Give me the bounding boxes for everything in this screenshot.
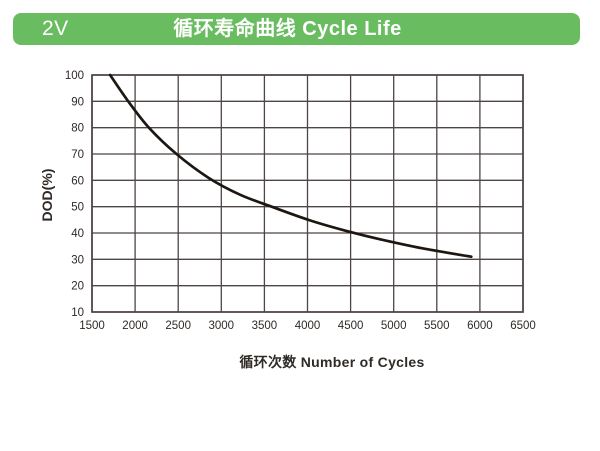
x-tick-label: 1500 [79, 320, 105, 332]
chart-title: 循环寿命曲线 Cycle Life [173, 18, 402, 40]
x-tick-label: 2500 [165, 320, 191, 332]
y-tick-label: 60 [71, 175, 84, 187]
x-axis-label: 循环次数 Number of Cycles [239, 354, 425, 370]
x-tick-label: 6000 [467, 320, 493, 332]
y-tick-label: 30 [71, 254, 84, 266]
x-tick-label: 4000 [295, 320, 321, 332]
y-tick-label: 70 [71, 149, 84, 161]
x-tick-label: 3000 [209, 320, 235, 332]
y-axis-label: DOD(%) [39, 168, 55, 222]
y-tick-label: 10 [71, 307, 84, 319]
y-tick-label: 80 [71, 123, 84, 135]
chart-plot: 1500 2000 2500 3000 3500 4000 4500 5000 5500 6000… [65, 70, 536, 332]
y-tick-label: 100 [65, 70, 84, 82]
cycle-life-chart: 1500 2000 2500 3000 3500 4000 4500 5000 5500 6000… [0, 55, 600, 385]
y-tick-label: 40 [71, 228, 84, 240]
x-tick-label: 2000 [122, 320, 148, 332]
y-tick-label: 20 [71, 281, 84, 293]
battery-voltage-tag: 2V [42, 17, 69, 40]
x-tick-label: 5000 [381, 320, 407, 332]
y-tick-label: 50 [71, 202, 84, 214]
x-tick-label: 3500 [252, 320, 278, 332]
y-tick-label: 90 [71, 96, 84, 108]
x-tick-label: 5500 [424, 320, 450, 332]
plot-border [91, 74, 524, 313]
x-tick-label: 6500 [510, 320, 536, 332]
cycle-life-curve [108, 73, 473, 259]
header-bar: 2V 循环寿命曲线 Cycle Life [13, 13, 580, 45]
x-tick-label: 4500 [338, 320, 364, 332]
